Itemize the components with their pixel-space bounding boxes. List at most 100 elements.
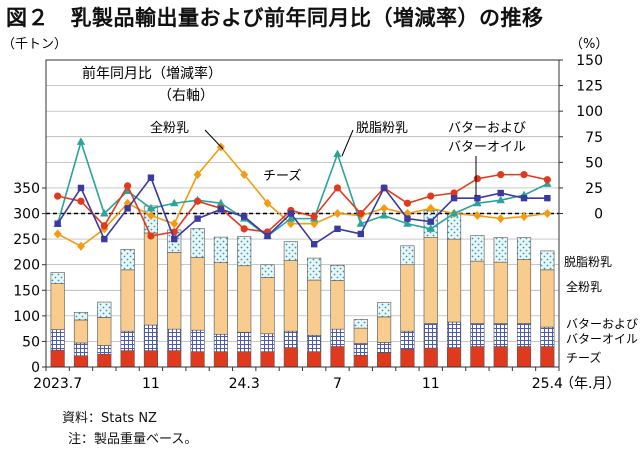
- line-2-point: [426, 224, 435, 232]
- line-1-point: [520, 212, 529, 222]
- bar-segment-4: [330, 264, 345, 281]
- bar-segment-2: [493, 323, 508, 347]
- x-tick-label: 7: [333, 376, 342, 392]
- bar-segment-3: [50, 283, 65, 330]
- left-tick-label: 200: [13, 258, 40, 274]
- x-tick-label: 2023.7: [33, 376, 82, 392]
- bar-segment-2: [516, 323, 532, 347]
- figure-title: 図２ 乳製品輸出量および前年同月比（増減率）の推移: [6, 6, 544, 30]
- bar-segment-1: [190, 351, 205, 368]
- left-tick-label: 300: [13, 207, 40, 223]
- line-2-point: [473, 198, 482, 207]
- bar-segment-4: [97, 301, 112, 318]
- bar-segment-1: [143, 350, 158, 368]
- line-2-point: [146, 203, 156, 212]
- line-2-point: [170, 198, 179, 207]
- bar-segment-2: [73, 342, 89, 357]
- bar-segment-3: [540, 269, 555, 328]
- line-1-point: [496, 214, 505, 224]
- bar-segment-4: [307, 257, 322, 281]
- line-2-point: [76, 137, 86, 145]
- line-1-point: [170, 219, 179, 229]
- bar-segment-4: [400, 245, 415, 266]
- line-4-point: [287, 210, 295, 217]
- line-3-point: [473, 175, 481, 183]
- line-4-point: [241, 213, 248, 220]
- bar-label-whole-milk: 全粉乳: [566, 279, 602, 294]
- bar-segment-3: [400, 264, 415, 332]
- bar-segment-1: [167, 350, 182, 368]
- line-label-butter-1: バターおよび: [448, 121, 526, 136]
- bar-segment-3: [167, 252, 182, 330]
- bar-segment-2: [213, 333, 228, 352]
- line-4-point: [101, 235, 108, 243]
- line-1-point: [263, 198, 272, 208]
- bar-segment-1: [73, 355, 89, 368]
- line-4-point: [497, 189, 504, 197]
- bar-segment-3: [447, 238, 462, 323]
- bar-segment-4: [353, 319, 368, 329]
- bar-segment-3: [377, 316, 392, 343]
- line-2-point: [379, 211, 389, 219]
- x-tick-label: 24.3: [229, 376, 260, 392]
- bar-segment-2: [190, 329, 205, 352]
- line-label-skim-milk: 脱脂粉乳: [356, 121, 408, 136]
- line-3-point: [54, 192, 62, 200]
- bar-segment-3: [190, 257, 205, 331]
- line-4-point: [357, 230, 364, 238]
- bar-segment-3: [213, 262, 228, 335]
- bar-segment-4: [120, 249, 135, 271]
- line-1-point: [380, 203, 389, 213]
- bar-label-cheese: チーズ: [566, 350, 601, 365]
- bar-segment-1: [377, 352, 392, 368]
- bar-segment-2: [97, 345, 112, 355]
- line-4-point: [124, 205, 131, 212]
- bar-segment-1: [470, 346, 485, 368]
- bar-segment-4: [493, 237, 508, 263]
- left-tick-label: 250: [13, 232, 40, 248]
- bar-segment-3: [307, 279, 322, 336]
- bar-segment-3: [353, 327, 368, 344]
- bar-segment-3: [283, 260, 298, 332]
- line-3-point: [193, 197, 202, 205]
- line-3-point: [543, 176, 551, 184]
- bar-segment-4: [516, 237, 532, 260]
- line-3-point: [403, 199, 412, 207]
- bar-segment-3: [237, 265, 252, 333]
- bar-segment-1: [353, 354, 368, 368]
- right-tick-label: 125: [576, 79, 603, 95]
- bar-segment-4: [283, 241, 298, 261]
- line-3-point: [520, 171, 528, 179]
- bar-segment-1: [50, 349, 65, 368]
- line-1-point: [76, 241, 85, 251]
- footnote: 注：製品重量ベース。: [68, 432, 198, 447]
- legend-title: 前年同月比（増減率）: [82, 65, 222, 82]
- line-3-point: [497, 171, 505, 179]
- line-4-point: [404, 215, 411, 222]
- right-tick-label: 50: [585, 155, 603, 171]
- bar-segment-4: [73, 311, 89, 321]
- line-2-point: [333, 149, 342, 158]
- line-3-point: [427, 192, 435, 200]
- bar-segment-2: [377, 342, 392, 353]
- x-tick-label: 25.4: [532, 376, 563, 392]
- line-4-point: [310, 241, 318, 248]
- bar-segment-4: [470, 235, 485, 262]
- line-3-point: [124, 182, 132, 190]
- bar-segment-2: [260, 333, 275, 352]
- bar-segment-1: [540, 346, 555, 368]
- bar-segment-1: [283, 347, 298, 368]
- line-2-point: [286, 214, 296, 222]
- bar-segment-1: [307, 351, 322, 368]
- right-tick-label: 75: [585, 130, 603, 146]
- line-1-point: [473, 211, 482, 221]
- bar-segment-1: [330, 346, 345, 368]
- bar-segment-1: [493, 346, 508, 368]
- bar-segment-1: [260, 351, 275, 368]
- bar-segment-2: [143, 324, 158, 351]
- line-4-point: [380, 184, 388, 192]
- bar-segment-1: [213, 351, 228, 368]
- line-1-point: [426, 203, 435, 213]
- bar-segment-2: [447, 321, 462, 348]
